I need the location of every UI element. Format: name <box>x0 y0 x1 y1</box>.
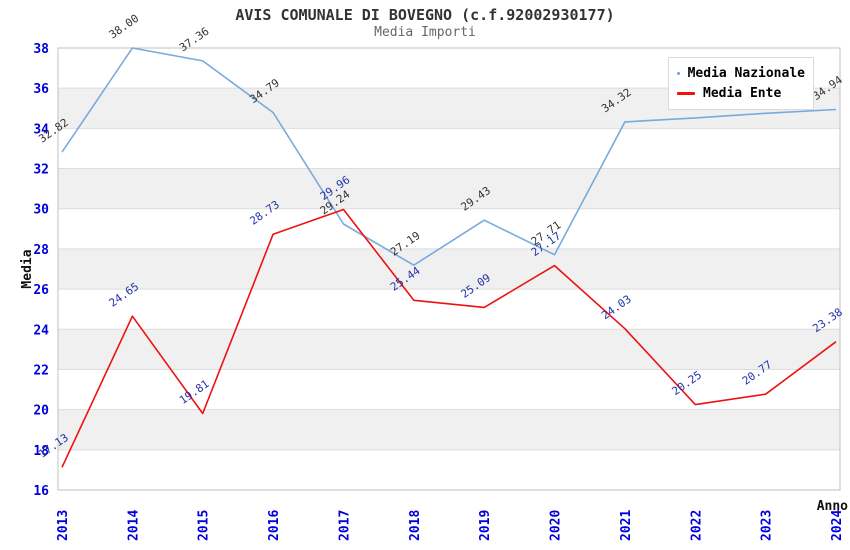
svg-text:2024: 2024 <box>830 510 845 541</box>
legend-item-media-ente: Media Ente <box>677 83 805 103</box>
plot-border <box>57 47 841 491</box>
legend-label-media-nazionale: Media Nazionale <box>687 65 805 81</box>
legend-line-sample-nazionale-icon <box>677 71 680 75</box>
svg-text:32: 32 <box>33 163 49 178</box>
svg-text:36: 36 <box>33 82 49 97</box>
svg-text:2021: 2021 <box>619 510 634 541</box>
svg-text:32.82: 32.82 <box>36 116 71 146</box>
legend-label-media-ente: Media Ente <box>703 85 782 101</box>
y-axis-tick-labels: 16 18 20 22 24 26 28 30 32 34 36 38 <box>33 42 49 499</box>
legend-item-media-nazionale: Media Nazionale <box>677 63 805 83</box>
svg-text:2018: 2018 <box>408 510 423 541</box>
svg-text:38: 38 <box>33 42 49 57</box>
series-line-media-ente <box>61 208 837 468</box>
svg-text:26: 26 <box>33 283 49 298</box>
grid-bands <box>58 88 840 450</box>
svg-text:2019: 2019 <box>478 510 493 541</box>
legend: Media Nazionale Media Ente <box>668 57 814 110</box>
svg-text:2022: 2022 <box>689 510 704 541</box>
svg-text:2014: 2014 <box>126 510 141 541</box>
y-axis-title: Media <box>20 249 35 288</box>
legend-line-sample-ente-icon <box>677 91 695 95</box>
svg-text:22: 22 <box>33 363 49 378</box>
svg-text:2020: 2020 <box>549 510 564 541</box>
chart-title: AVIS COMUNALE DI BOVEGNO (c.f.9200293017… <box>235 6 615 24</box>
svg-text:2017: 2017 <box>337 510 352 541</box>
svg-text:18: 18 <box>33 444 49 459</box>
svg-text:2023: 2023 <box>760 510 775 541</box>
svg-text:2013: 2013 <box>56 510 71 541</box>
svg-text:16: 16 <box>33 484 49 499</box>
svg-text:37.36: 37.36 <box>177 25 212 55</box>
svg-text:34: 34 <box>33 122 49 137</box>
svg-text:28: 28 <box>33 243 49 258</box>
svg-text:20: 20 <box>33 404 49 419</box>
svg-text:30: 30 <box>33 203 49 218</box>
chart-subtitle: Media Importi <box>374 25 476 40</box>
svg-text:20.25: 20.25 <box>670 368 705 398</box>
svg-text:24.03: 24.03 <box>599 293 634 323</box>
svg-text:2015: 2015 <box>197 510 212 541</box>
x-axis-title: Anno <box>817 499 848 514</box>
svg-text:24: 24 <box>33 323 49 338</box>
svg-text:38.00: 38.00 <box>107 12 142 42</box>
x-axis-tick-labels: 2013 2014 2015 2016 2017 2018 2019 2020 2021 2022… <box>56 510 845 541</box>
series-line-media-nazionale <box>61 47 837 267</box>
svg-text:2016: 2016 <box>267 510 282 541</box>
